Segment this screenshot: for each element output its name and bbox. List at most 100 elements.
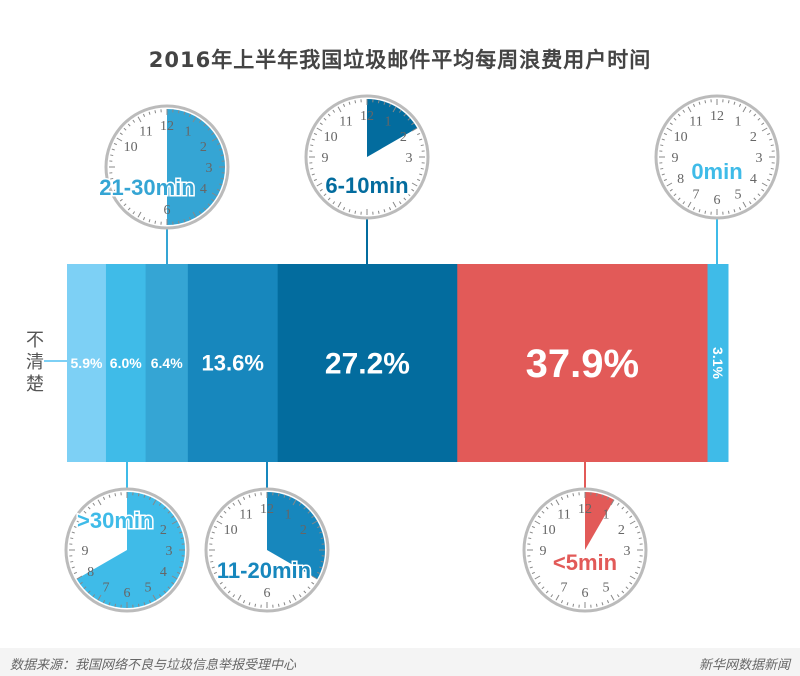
clock-tick [531,525,535,529]
clock-tick [682,109,686,113]
data-source: 数据来源：我国网络不良与垃圾信息举报受理中心 [10,658,297,673]
clock-tick [398,109,402,113]
clock-tick [116,192,123,197]
clock-tick [677,113,681,117]
clock-tick [148,496,152,500]
clock-tick [303,590,307,594]
clock-tick [83,510,87,514]
clock-tick [606,496,610,500]
clock-tick [753,113,757,117]
clock-tick [137,603,140,607]
clock-tick [767,132,771,136]
clock-tick [198,211,202,215]
clock-tick [572,603,575,607]
clock-tick [621,590,625,594]
clock-tick [767,178,771,182]
clock-numeral: 2 [750,130,757,145]
clock-tick [111,183,115,186]
clock-tick [108,602,111,606]
clock-tick [337,106,342,113]
clock-tick [748,201,752,205]
clock-tick [232,594,236,598]
clock-tick [541,586,545,590]
clock-tick [171,575,178,580]
clock-fill-wedge [585,492,614,550]
clock-tick [388,103,392,107]
clock-tick [663,132,667,136]
clock-tick [71,531,75,534]
clock-tick [537,581,541,585]
clock-tick [83,586,87,590]
clock-tick [192,116,197,123]
clock-tick [663,178,667,182]
clock-tick [177,525,181,529]
clock-tick [114,603,117,607]
clock-tick [419,138,423,141]
clock-tick [123,203,127,207]
clock-numeral: 3 [206,161,213,176]
clock-tick [87,590,91,594]
clock-tick [311,520,318,525]
clock-numeral: 2 [160,523,167,538]
clock-tick [70,537,74,540]
clock-numeral: 11 [139,125,152,140]
clock-tick [682,201,686,205]
clock-tick [635,571,639,575]
clock-numeral: 3 [624,544,631,559]
clock-numeral: 7 [693,187,700,202]
clock-numeral: 4 [200,182,207,197]
clock-tick [152,499,157,506]
clock-tick [534,575,541,580]
clock-tick [392,106,397,113]
clock-tick [242,496,246,500]
clock-tick [70,560,74,563]
clock-tick [733,209,736,213]
bar-segment [277,264,458,462]
clock-tick [637,531,641,534]
clock-numeral: 1 [285,508,292,523]
clock-tick [87,506,91,510]
clock-tick [132,119,136,123]
clock-label: <5min [553,550,617,575]
clock-tick [601,494,604,498]
clock-tick [227,590,231,594]
clock-tick [71,566,75,569]
clock-tick [171,581,175,585]
clock-tick [127,207,131,211]
clock-tick [171,520,178,525]
clock-tick [572,493,575,497]
clock-tick [248,494,251,498]
clock-tick [742,106,747,113]
clock-fill-wedge [267,492,325,579]
clock-tick [177,220,180,224]
clock-label: >30min [77,508,153,533]
clock-tick [531,571,535,575]
clock-tick [319,531,323,534]
clock-tick [770,144,774,147]
clock-tick [119,132,123,136]
clock-numeral: 4 [750,172,757,187]
clock-tick [407,117,411,121]
clock-tick [167,586,171,590]
clock-tick [550,502,554,506]
clock-tick [219,515,223,519]
clock-numeral: 1 [185,125,192,140]
clock-tick [277,603,280,607]
clock-tick [407,193,411,197]
clock-tick [669,122,673,126]
clock-tick [761,188,765,192]
clock-tick [163,590,167,594]
clock-tick [629,515,633,519]
clock-tick [555,499,560,506]
clock-tick [327,197,331,201]
clock-tick [154,220,157,224]
clock-tick [411,182,418,187]
clock-tick [132,211,136,215]
clock-tick [727,100,730,104]
clock-tick [97,594,102,601]
segment-label: 37.9% [526,342,639,386]
clock-tick [211,531,215,534]
clock-tick [673,193,677,197]
